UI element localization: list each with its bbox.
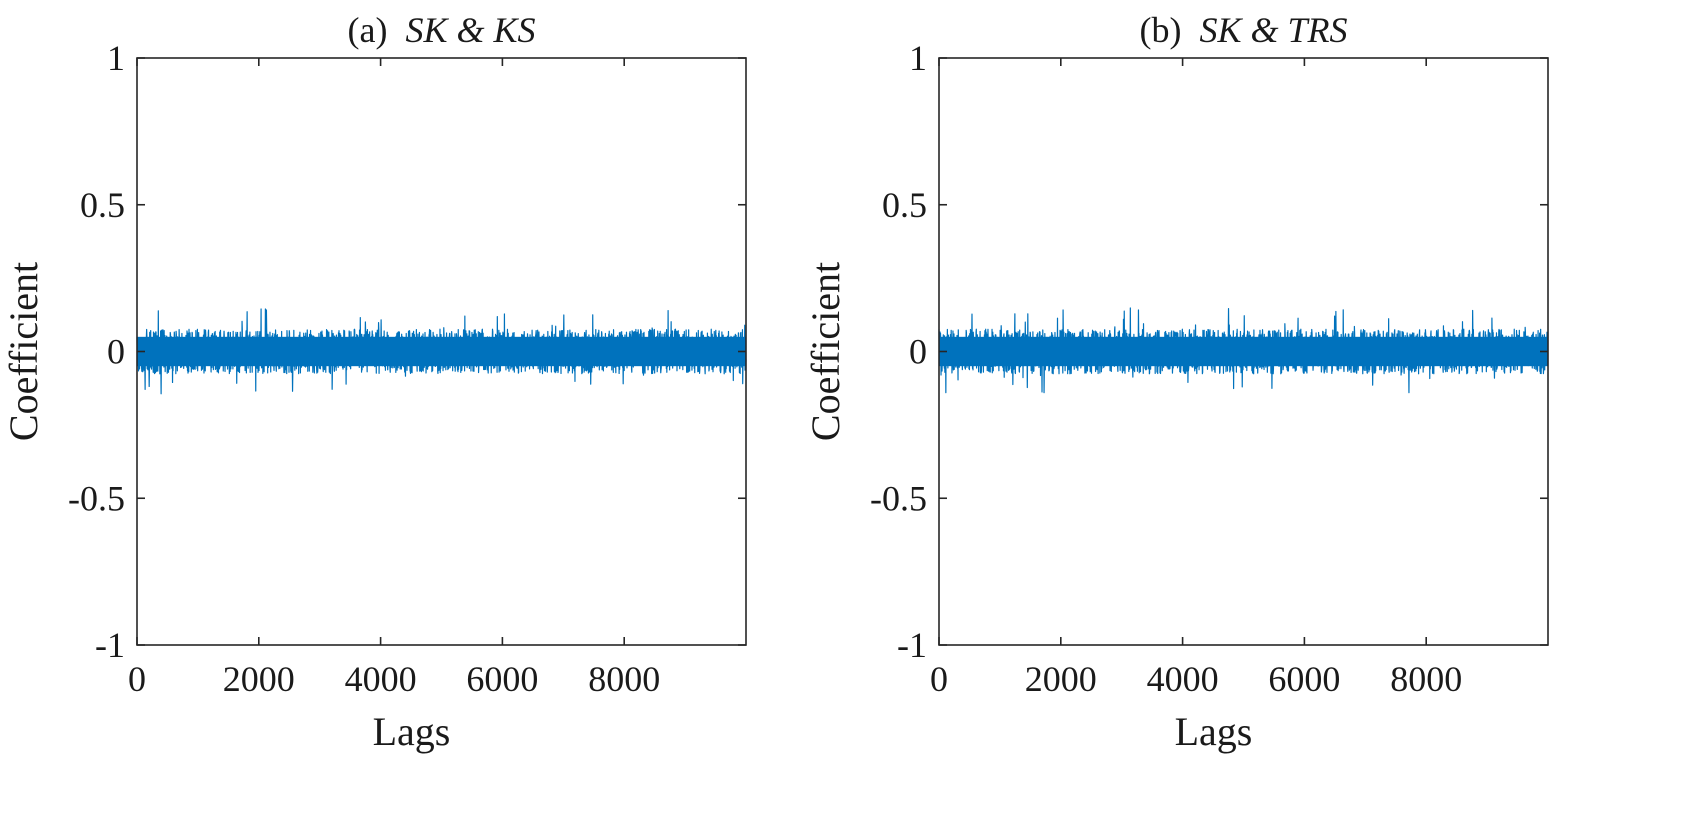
- x-axis-label: Lags: [1175, 709, 1253, 754]
- panel-label: (a): [348, 10, 388, 50]
- x-tick-label: 6000: [466, 659, 538, 699]
- x-tick-label: 4000: [1147, 659, 1219, 699]
- x-tick-label: 8000: [1390, 659, 1462, 699]
- y-axis-label: Coefficient: [1, 262, 46, 441]
- chart-panel-b: -1 -0.5 0 0.5 1 0 2000 4000 6000 8000 Lags Coeffici…: [803, 10, 1549, 754]
- y-axis-label: Coefficient: [803, 262, 848, 441]
- y-tick-label: 0: [107, 332, 125, 372]
- y-tick-label: -0.5: [68, 478, 125, 518]
- y-tick-label: 0: [909, 332, 927, 372]
- chart-title: (a) SK & KS: [348, 10, 536, 50]
- x-tick-label: 2000: [1025, 659, 1097, 699]
- chart-panel-a: -1 -0.5 0 0.5 1 0 2000 4000 6000 8000 Lags Coeffici…: [1, 10, 747, 754]
- y-tick-label: -1: [95, 625, 125, 665]
- chart-title: (b) SK & TRS: [1139, 10, 1347, 50]
- y-tick-label: -0.5: [870, 478, 927, 518]
- x-tick-label: 0: [128, 659, 146, 699]
- y-tick-label: 1: [107, 38, 125, 78]
- x-tick-label: 8000: [588, 659, 660, 699]
- y-tick-label: 0.5: [80, 185, 125, 225]
- x-tick-label: 0: [930, 659, 948, 699]
- series-band: [137, 336, 746, 367]
- x-tick-label: 6000: [1268, 659, 1340, 699]
- series-band: [939, 336, 1548, 367]
- x-tick-label: 4000: [345, 659, 417, 699]
- y-tick-label: 1: [909, 38, 927, 78]
- chart-title-text: SK & TRS: [1199, 10, 1347, 50]
- panel-label: (b): [1139, 10, 1181, 50]
- x-axis-label: Lags: [373, 709, 451, 754]
- y-tick-label: 0.5: [882, 185, 927, 225]
- y-tick-label: -1: [897, 625, 927, 665]
- chart-title-text: SK & KS: [405, 10, 535, 50]
- x-tick-label: 2000: [223, 659, 295, 699]
